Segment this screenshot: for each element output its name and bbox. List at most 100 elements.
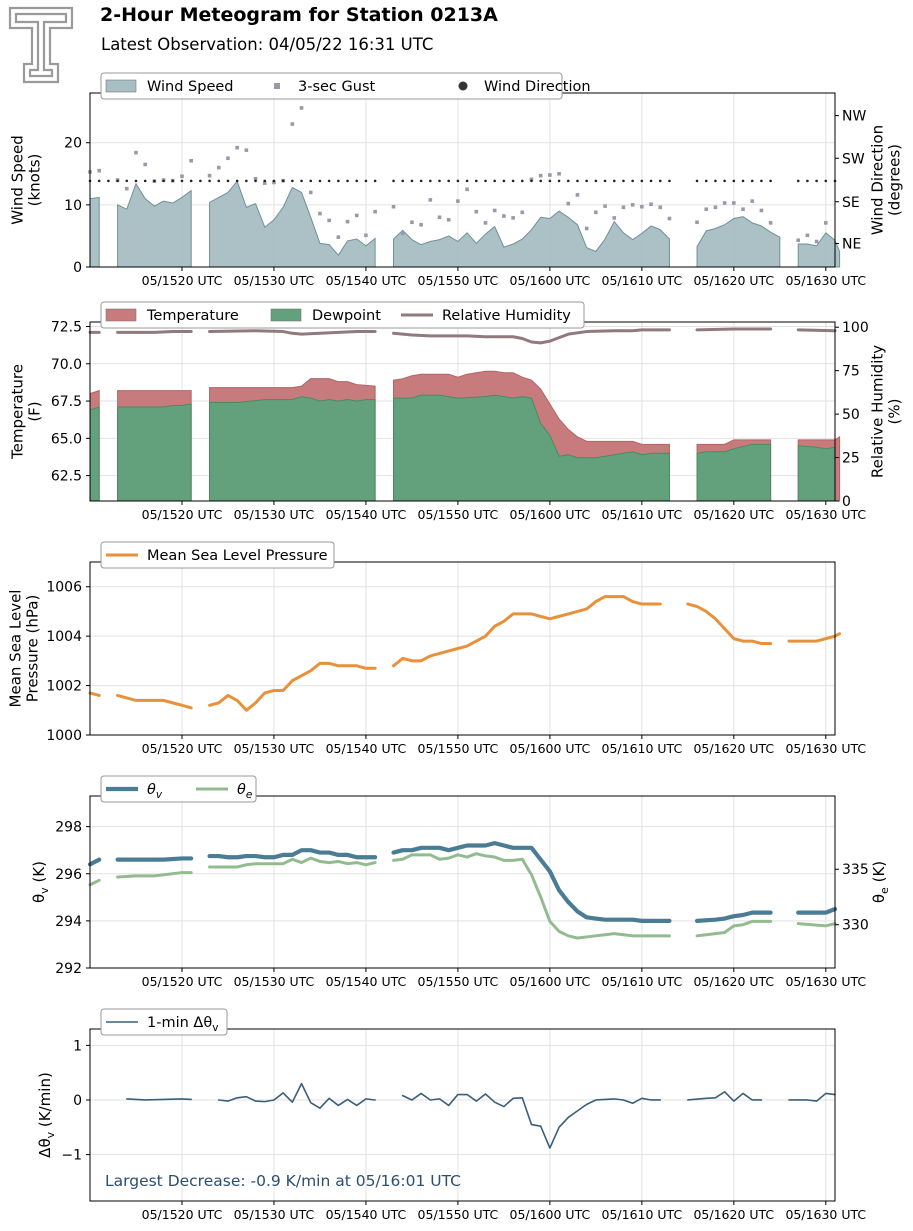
panel4-series-1-line	[694, 910, 773, 923]
panel1-series-3-point	[346, 179, 349, 183]
panel4-legend	[100, 775, 257, 803]
panel3-y-axis-label-line: Pressure (hPa)	[24, 595, 42, 703]
panel1-series-3-point	[327, 179, 331, 183]
panel1-series-3-point	[401, 179, 405, 183]
panel2-series-3-line	[392, 328, 671, 345]
panel1-series-2-point	[584, 226, 589, 231]
panel1-series-3-point	[134, 179, 138, 183]
panel1-series-2-point	[391, 204, 396, 209]
panel1-series-1-area	[696, 216, 781, 268]
panel1-series-3-point	[714, 179, 717, 183]
panel5-x-tick-label: 05/1600 UTC	[510, 1207, 591, 1222]
panel1-series-3-point	[116, 179, 119, 183]
panel2-y2-tick-label: 100	[842, 320, 869, 336]
panel1-series-2-point	[437, 215, 442, 220]
panel1-series-2-point	[226, 156, 230, 161]
panel1-series-2-point	[529, 177, 534, 182]
panel1-series-3-point	[612, 179, 616, 183]
panel2-y-axis-label-line: (F)	[26, 401, 44, 421]
chart-title: 2-Hour Meteogram for Station 0213A	[100, 4, 498, 26]
panel1-series-3-point	[658, 179, 662, 183]
panel5-x-tick-label: 05/1530 UTC	[234, 1207, 315, 1222]
panel1-series-2-point	[419, 222, 423, 227]
panel2-y2-axis-label-line: (%)	[886, 399, 904, 425]
panel1-series-3-point	[796, 179, 800, 183]
panel1-y-tick-label: 0	[73, 260, 82, 276]
panel1-series-2-point	[180, 174, 184, 179]
panel3-y-tick-label: 1002	[46, 679, 82, 695]
panel1-series-2-point	[428, 198, 433, 202]
panel1-y2-tick-label: NE	[842, 237, 861, 253]
panel1-series-3-point	[622, 179, 625, 183]
panel1-series-3-point	[732, 179, 736, 183]
panel1-series-3-point	[318, 179, 322, 183]
panel5-frame	[89, 1028, 836, 1202]
panel1-series-2-point	[658, 205, 663, 210]
panel1-series-2-point	[465, 187, 469, 192]
panel1-series-2-point	[373, 209, 377, 214]
panel4-series-1-line	[87, 857, 102, 867]
panel1-series-3-point	[410, 179, 414, 183]
panel4-y-tick-label: 298	[55, 820, 82, 836]
panel3-x-tick-label: 05/1550 UTC	[418, 741, 499, 756]
panel2-y-tick-label: 67.5	[51, 394, 82, 410]
panel2-series-3-line	[796, 328, 837, 333]
panel1-series-3-point	[272, 179, 276, 183]
panel1-series-2-point	[695, 220, 699, 225]
panel1-series-3-point	[511, 179, 515, 183]
panel1-series-2-point	[538, 173, 543, 178]
panel1-series-3-point	[815, 179, 818, 183]
panel1-series-2-point	[750, 199, 755, 203]
panel5-legend	[100, 1008, 228, 1036]
panel2-x-tick-label: 05/1550 UTC	[418, 507, 499, 522]
panel1-series-3-point	[162, 179, 165, 183]
panel5-series-1-line	[217, 1082, 376, 1109]
panel1-series-2-point	[575, 193, 580, 197]
panel2-x-tick-label: 05/1600 UTC	[510, 507, 591, 522]
panel3-x-tick-label: 05/1540 UTC	[326, 741, 407, 756]
panel4-series-1-line	[796, 906, 838, 915]
panel3-y-tick-label: 1006	[46, 580, 82, 596]
panel4-series-2-line	[208, 856, 377, 869]
panel4-x-tick-label: 05/1620 UTC	[693, 974, 774, 989]
chart-subtitle: Latest Observation: 04/05/22 16:31 UTC	[101, 35, 434, 54]
panel1-series-3-point	[465, 179, 469, 183]
panel5-series-1-line	[687, 1090, 763, 1102]
panel4-y2-tick-label: 335	[842, 862, 869, 878]
panel1-series-3-point	[640, 179, 644, 183]
panel1-x-tick-label: 05/1540 UTC	[326, 273, 407, 288]
panel1-y-axis-label-line: Wind Speed	[8, 135, 26, 225]
panel1-series-3-point	[97, 179, 101, 183]
panel1-series-3-point	[143, 179, 147, 183]
panel1-series-2-point	[262, 181, 267, 185]
panel1-series-3-point	[208, 179, 211, 183]
panel4-y-tick-label: 292	[55, 961, 82, 977]
panel3-series-1-line	[116, 693, 193, 710]
panel2-y-axis-label: Temperature (F)	[8, 364, 43, 460]
panel5-series-1-line	[788, 1092, 836, 1102]
panel1-y-axis-label-line: (knots)	[26, 154, 44, 207]
panel2-series-2-area	[797, 445, 836, 502]
panel3-series-1-line	[686, 602, 773, 646]
panel1-series-2-point	[207, 173, 212, 178]
panel3-x-tick-label: 05/1520 UTC	[142, 741, 223, 756]
panel1-series-2-point	[722, 201, 727, 205]
panel2-series-2-area	[89, 406, 100, 502]
panel1-series-2-point	[456, 199, 460, 203]
panel4-series-2-line	[88, 878, 101, 887]
panel1-series-2-point	[741, 207, 745, 212]
panel1-x-tick-label: 05/1620 UTC	[693, 273, 774, 288]
panel1-series-3-point	[456, 179, 460, 183]
panel1-series-2-point	[327, 218, 331, 223]
panel4-series-2-line	[796, 922, 837, 928]
panel2-x-tick-label: 05/1630 UTC	[785, 507, 866, 522]
panel5-y-tick-label: 0	[73, 1093, 82, 1109]
panel1-series-3-point	[355, 179, 359, 183]
panel2-x-tick-label: 05/1530 UTC	[234, 507, 315, 522]
panel5-x-tick-label: 05/1550 UTC	[418, 1207, 499, 1222]
panel1-series-2-point	[630, 203, 635, 207]
panel5-legend-label: 1-min Δθv	[147, 1015, 218, 1034]
panel5-x-tick-label: 05/1630 UTC	[785, 1207, 866, 1222]
panel2-y-tick-label: 65.0	[51, 431, 82, 447]
panel1-series-2-point	[667, 216, 672, 221]
